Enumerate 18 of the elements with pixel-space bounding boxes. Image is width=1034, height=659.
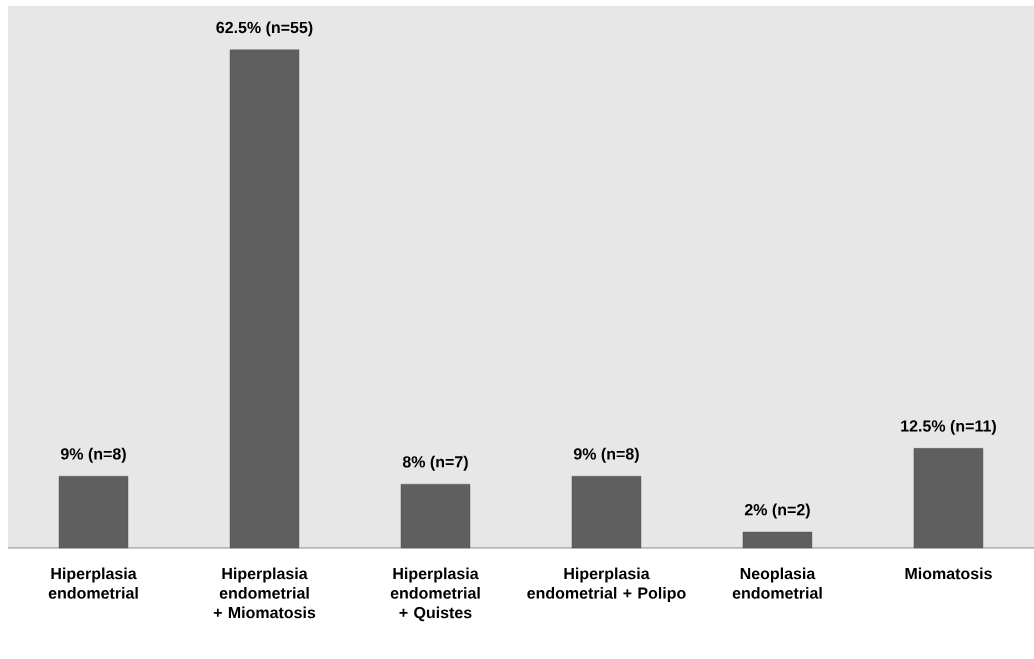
bar <box>400 484 471 549</box>
bar <box>229 49 300 549</box>
x-tick-label: Hiperplasia endometrial + Quistes <box>390 567 480 622</box>
data-label: 9% (n=8) <box>60 447 126 463</box>
x-tick-label: Miomatosis <box>905 567 992 580</box>
data-label: 62.5% (n=55) <box>216 21 313 37</box>
bar <box>58 476 129 549</box>
x-tick-label: Neoplasia endometrial <box>732 567 822 599</box>
bar <box>571 476 642 549</box>
data-label: 2% (n=2) <box>744 503 810 519</box>
data-label: 8% (n=7) <box>402 455 468 471</box>
x-tick-label: Hiperplasia endometrial + Polipo <box>527 567 686 602</box>
data-label: 12.5% (n=11) <box>901 419 996 435</box>
bar <box>913 448 984 549</box>
x-tick-label: Hiperplasia endometrial <box>48 567 138 599</box>
data-label: 9% (n=8) <box>573 447 639 463</box>
bar <box>742 531 813 549</box>
x-tick-label: Hiperplasia endometrial + Miomatosis <box>213 567 316 619</box>
